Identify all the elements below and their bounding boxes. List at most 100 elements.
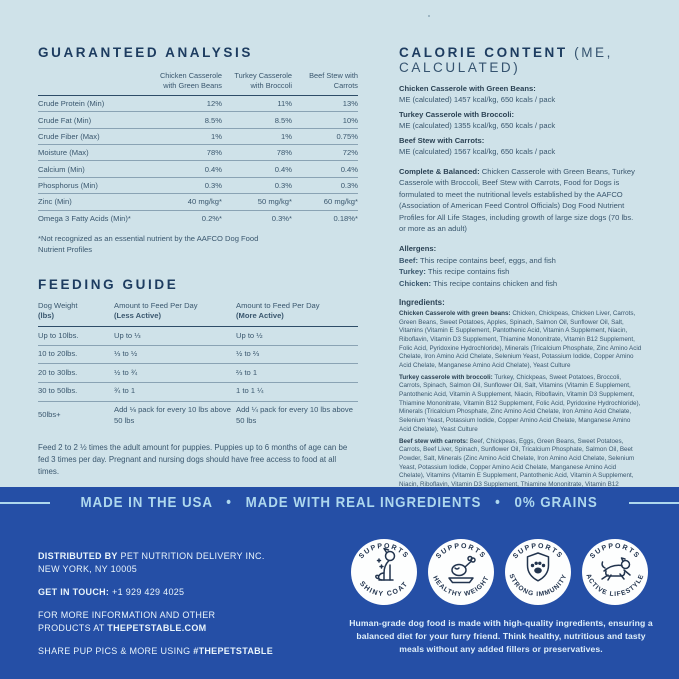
puppy-feeding-note: Feed 2 to 2 ½ times the adult amount for… xyxy=(38,442,348,477)
ga-row-label: Crude Fat (Min) xyxy=(38,115,92,125)
fg-more: 1 to 1 ¼ xyxy=(236,386,264,396)
banner-bullet: • xyxy=(495,495,502,511)
contact-phone: +1 929 429 4025 xyxy=(112,587,185,598)
fg-header-weight: Dog Weight (lbs) xyxy=(38,299,114,327)
table-row: 50lbs+ Add ⅛ pack for every 10 lbs above… xyxy=(38,401,358,430)
contact-label: GET IN TOUCH: xyxy=(38,587,110,598)
ga-cell: 78% xyxy=(276,148,292,158)
ga-header-empty xyxy=(38,69,150,95)
website-url: THEPETSTABLE.COM xyxy=(107,623,207,634)
fg-header-line: (lbs) xyxy=(38,311,55,321)
ga-cell: 0.3%* xyxy=(271,213,292,223)
calorie-entry-chicken: Chicken Casserole with Green Beans: ME (… xyxy=(399,83,642,105)
sitting-dog-icon: SUPPORTS SHINY COAT xyxy=(351,539,417,605)
badge-healthy-weight: SUPPORTS HEALTHY WEIGHT xyxy=(426,537,496,607)
banner-rule-right xyxy=(628,502,679,504)
hashtag: #THEPETSTABLE xyxy=(193,646,274,657)
ga-row-label: Crude Fiber (Max) xyxy=(38,131,100,141)
table-row: Crude Protein (Min) 12% 11% 13% xyxy=(38,95,358,112)
fg-more: Add ¼ pack for every 10 lbs above 50 lbs xyxy=(236,405,353,425)
fg-weight: 20 to 30lbs. xyxy=(38,367,78,377)
ga-cell: 0.3% xyxy=(340,181,358,191)
contact-block: GET IN TOUCH: +1 929 429 4025 xyxy=(38,586,338,599)
calorie-content-title: CALORIE CONTENT (ME, CALCULATED) xyxy=(399,45,642,75)
guaranteed-analysis-title: GUARANTEED ANALYSIS xyxy=(38,45,253,60)
fg-less: Up to ⅓ xyxy=(114,330,141,340)
distributed-by-name: PET NUTRITION DELIVERY INC. xyxy=(120,551,265,561)
fg-header-line: (More Active) xyxy=(236,311,284,321)
ga-cell: 40 mg/kg* xyxy=(187,197,222,207)
ga-cell: 0.4% xyxy=(204,164,222,174)
ga-cell: 60 mg/kg* xyxy=(323,197,358,207)
fg-header-line: (Less Active) xyxy=(114,311,161,321)
allergen-chicken: Chicken: This recipe contains chicken an… xyxy=(399,278,642,289)
hashtag-block: SHARE PUP PICS & MORE USING #THEPETSTABL… xyxy=(38,645,338,658)
fg-more: Up to ½ xyxy=(236,330,263,340)
calorie-title-light: (ME, CALCULATED) xyxy=(399,45,614,75)
allergen-text: This recipe contains chicken and fish xyxy=(433,278,558,288)
ingredients-turkey: Turkey casserole with broccoli: Turkey, … xyxy=(399,374,642,435)
share-prefix: SHARE PUP PICS & MORE USING xyxy=(38,646,191,657)
table-row: Calcium (Min) 0.4% 0.4% 0.4% xyxy=(38,161,358,178)
ga-cell: 8.5% xyxy=(204,115,222,125)
roast-on-plate-icon: SUPPORTS HEALTHY WEIGHT xyxy=(428,539,494,605)
fg-header-line: Dog Weight xyxy=(38,300,78,310)
calorie-entry-name: Turkey Casserole with Broccoli: xyxy=(399,110,515,119)
fg-less: Add ⅛ pack for every 10 lbs above 50 lbs xyxy=(114,405,231,425)
table-row: Moisture (Max) 78% 78% 72% xyxy=(38,145,358,161)
banner-zero-grains: 0% GRAINS xyxy=(514,495,599,511)
website-line1: FOR MORE INFORMATION AND OTHER xyxy=(38,610,216,621)
distributor-address: NEW YORK, NY 10005 xyxy=(38,564,138,575)
badge-active-lifestyle: SUPPORTS ACTIVE LIFESTYLE xyxy=(580,537,650,607)
website-block: FOR MORE INFORMATION AND OTHER PRODUCTS … xyxy=(38,609,338,635)
ga-cell: 0.3% xyxy=(274,181,292,191)
shield-paw-icon: SUPPORTS STRONG IMMUNITY xyxy=(505,539,571,605)
ga-cell: 11% xyxy=(277,99,292,109)
ga-cell: 8.5% xyxy=(274,115,292,125)
print-speck xyxy=(428,15,430,17)
allergen-text: This recipe contains beef, eggs, and fis… xyxy=(419,255,556,265)
ga-cell: 0.4% xyxy=(274,164,292,174)
ga-cell: 0.2%* xyxy=(201,213,222,223)
ga-row-label: Phosphorus (Min) xyxy=(38,181,98,191)
fg-header-less-active: Amount to Feed Per Day (Less Active) xyxy=(114,299,236,327)
benefit-badges: SUPPORTS SHINY COAT xyxy=(349,537,651,607)
right-column: CALORIE CONTENT (ME, CALCULATED) Chicken… xyxy=(399,45,642,501)
table-row: Zinc (Min) 40 mg/kg* 50 mg/kg* 60 mg/kg* xyxy=(38,194,358,211)
calorie-entry-turkey: Turkey Casserole with Broccoli: ME (calc… xyxy=(399,109,642,131)
badge-strong-immunity: SUPPORTS STRONG IMMUNITY xyxy=(503,537,573,607)
allergen-label: Chicken: xyxy=(399,278,432,288)
allergens-section: Allergens: Beef: This recipe contains be… xyxy=(399,243,642,289)
left-column: GUARANTEED ANALYSIS Chicken Casserole wi… xyxy=(38,45,358,515)
fg-more: ⅔ to 1 xyxy=(236,367,258,377)
allergen-turkey: Turkey: This recipe contains fish xyxy=(399,266,642,277)
ingredients-recipe-text: Turkey, Chickpeas, Sweet Potatoes, Brocc… xyxy=(399,373,641,433)
allergen-text: This recipe contains fish xyxy=(427,267,510,277)
calorie-entry-name: Beef Stew with Carrots: xyxy=(399,136,485,145)
fg-less: ⅓ to ½ xyxy=(114,349,138,359)
table-row: 10 to 20lbs. ⅓ to ½ ½ to ⅔ xyxy=(38,345,358,364)
calorie-entry-beef: Beef Stew with Carrots: ME (calculated) … xyxy=(399,135,642,157)
fg-less: ½ to ¾ xyxy=(114,367,138,377)
banner-bullet: • xyxy=(226,495,233,511)
table-row: Up to 10lbs. Up to ⅓ Up to ½ xyxy=(38,327,358,346)
fg-weight: Up to 10lbs. xyxy=(38,330,79,340)
running-dog-icon: SUPPORTS ACTIVE LIFESTYLE xyxy=(582,539,648,605)
calorie-entry-value: ME (calculated) 1457 kcal/kg, 650 kcals … xyxy=(399,95,556,104)
fg-more: ½ to ⅔ xyxy=(236,349,260,359)
website-line2-prefix: PRODUCTS AT xyxy=(38,623,105,634)
ga-row-label: Crude Protein (Min) xyxy=(38,99,105,109)
ingredients-recipe-label: Turkey casserole with broccoli: xyxy=(399,373,493,381)
feeding-guide-title: FEEDING GUIDE xyxy=(38,276,179,292)
calorie-title-bold: CALORIE CONTENT xyxy=(399,45,568,60)
ga-cell: 13% xyxy=(342,99,358,109)
brand-footer-panel: MADE IN THE USA • MADE WITH REAL INGREDI… xyxy=(0,487,679,679)
calorie-entry-value: ME (calculated) 1567 kcal/kg, 650 kcals … xyxy=(399,147,556,156)
ga-cell: 12% xyxy=(206,99,222,109)
table-row: Omega 3 Fatty Acids (Min)* 0.2%* 0.3%* 0… xyxy=(38,210,358,226)
allergens-title: Allergens: xyxy=(399,244,437,254)
table-row: Crude Fiber (Max) 1% 1% 0.75% xyxy=(38,128,358,145)
ga-cell: 0.3% xyxy=(204,181,222,191)
ga-row-label: Zinc (Min) xyxy=(38,197,72,207)
